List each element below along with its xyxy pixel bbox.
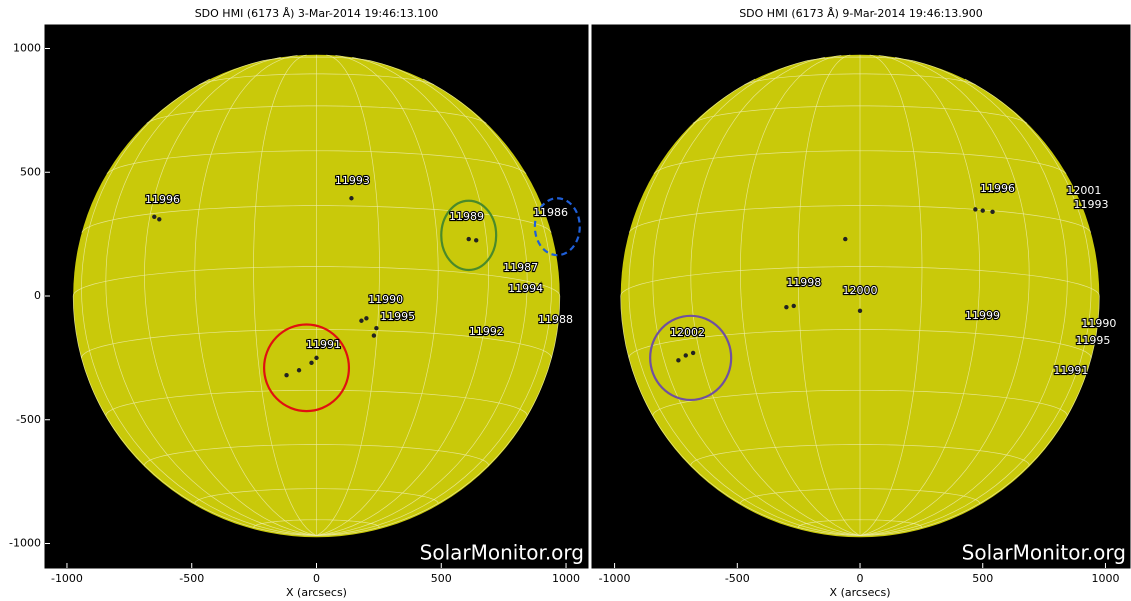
region-label: 11994 bbox=[508, 282, 543, 295]
sunspot bbox=[981, 208, 985, 212]
sunspot bbox=[843, 237, 847, 241]
sunspot bbox=[973, 207, 977, 211]
sunspot bbox=[372, 333, 376, 337]
y-tick-label: 0 bbox=[34, 289, 41, 302]
sunspot bbox=[309, 361, 313, 365]
region-label: 12000 bbox=[843, 284, 878, 297]
region-label: 11986 bbox=[533, 206, 568, 219]
region-label: 12002 bbox=[670, 326, 705, 339]
region-label: 12001 bbox=[1066, 184, 1101, 197]
sunspot bbox=[284, 373, 288, 377]
sunspot bbox=[858, 309, 862, 313]
sunspot bbox=[691, 351, 695, 355]
region-label: 11996 bbox=[145, 193, 180, 206]
x-tick-label: -1000 bbox=[51, 572, 83, 585]
region-label: 11995 bbox=[380, 310, 415, 323]
sunspot bbox=[474, 238, 478, 242]
region-label: 11991 bbox=[1053, 364, 1088, 377]
figure: 11996 11993 11989 11986 11987 11994 11990 11995… bbox=[0, 0, 1131, 601]
sunspot bbox=[990, 210, 994, 214]
region-label: 11990 bbox=[1081, 317, 1116, 330]
x-tick-label: 0 bbox=[313, 572, 320, 585]
region-label: 11987 bbox=[503, 261, 538, 274]
sunspot bbox=[349, 196, 353, 200]
sunspot bbox=[314, 356, 318, 360]
y-tick-label: 1000 bbox=[13, 42, 41, 55]
region-label: 11992 bbox=[469, 325, 504, 338]
region-label: 11993 bbox=[1073, 198, 1108, 211]
region-label: 11993 bbox=[335, 174, 370, 187]
sunspot bbox=[792, 304, 796, 308]
sunspot bbox=[152, 215, 156, 219]
panel-title: SDO HMI (6173 Å) 3-Mar-2014 19:46:13.100 bbox=[195, 7, 439, 20]
x-tick-label: -1000 bbox=[599, 572, 631, 585]
sunspot bbox=[374, 326, 378, 330]
x-axis-label: X (arcsecs) bbox=[286, 586, 347, 599]
x-tick-label: 1000 bbox=[552, 572, 580, 585]
x-tick-label: -500 bbox=[725, 572, 750, 585]
sunspot bbox=[364, 316, 368, 320]
x-tick-label: -500 bbox=[179, 572, 204, 585]
region-label: 11999 bbox=[965, 309, 1000, 322]
x-tick-label: 500 bbox=[972, 572, 993, 585]
region-label: 11988 bbox=[538, 313, 573, 326]
region-label: 11995 bbox=[1075, 334, 1110, 347]
region-label: 11991 bbox=[306, 338, 341, 351]
sunspot bbox=[157, 217, 161, 221]
region-label: 11989 bbox=[449, 210, 484, 223]
region-label: 11990 bbox=[368, 293, 403, 306]
x-tick-label: 1000 bbox=[1091, 572, 1119, 585]
sunspot bbox=[684, 353, 688, 357]
watermark: SolarMonitor.org bbox=[420, 541, 584, 565]
sunspot bbox=[359, 319, 363, 323]
watermark: SolarMonitor.org bbox=[962, 541, 1126, 565]
y-tick-label: 500 bbox=[20, 165, 41, 178]
sunspot bbox=[784, 305, 788, 309]
panel: 11996 11993 11989 11986 11987 11994 11990 11995… bbox=[9, 7, 588, 599]
region-label: 11996 bbox=[980, 182, 1015, 195]
panel-title: SDO HMI (6173 Å) 9-Mar-2014 19:46:13.900 bbox=[739, 7, 983, 20]
x-axis-label: X (arcsecs) bbox=[830, 586, 891, 599]
y-tick-label: -1000 bbox=[9, 536, 41, 549]
y-tick-label: -500 bbox=[16, 413, 41, 426]
sunspot bbox=[467, 237, 471, 241]
sunspot bbox=[676, 358, 680, 362]
sunspot bbox=[297, 368, 301, 372]
region-label: 11998 bbox=[786, 276, 821, 289]
x-tick-label: 500 bbox=[431, 572, 452, 585]
x-tick-label: 0 bbox=[857, 572, 864, 585]
